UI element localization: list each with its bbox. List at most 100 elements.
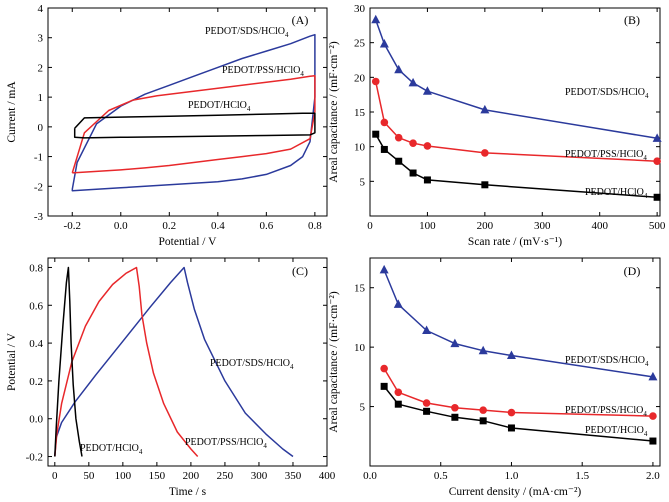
x-tick-label: 0.0 [363, 470, 377, 482]
data-point-triangle [393, 299, 403, 308]
x-axis-label: Potential / V [159, 236, 218, 248]
y-tick-label: 0.8 [29, 262, 43, 274]
data-point-triangle [648, 371, 658, 381]
series-label: PEDOT/HClO4 [188, 100, 251, 113]
series-label: PEDOT/PSS/HClO4 [565, 149, 647, 162]
x-tick-label: 2.0 [646, 470, 660, 482]
x-tick-label: 200 [477, 220, 494, 232]
series-label: PEDOT/SDS/HClO4 [210, 358, 294, 371]
chart-panel-c: 0 50 100 150 200 250 300 350 400 -0.2 0.0 0.2 0.4 0.6… [6, 257, 336, 498]
series-line-2 [73, 112, 316, 139]
x-tick-label: 0.2 [162, 220, 176, 232]
series-label: PEDOT/HClO4 [585, 187, 648, 200]
series-label: PEDOT/PSS/HClO4 [222, 65, 304, 78]
series-label: PEDOT/HClO4 [585, 425, 648, 438]
x-tick-label: 0.6 [259, 220, 273, 232]
x-tick-label: 350 [285, 470, 302, 482]
data-point-circle [507, 408, 516, 417]
y-tick-label: 5 [360, 176, 366, 188]
series-label: PEDOT/SDS/HClO4 [565, 87, 649, 100]
y-tick-label: 15 [354, 107, 366, 119]
data-point-circle [394, 388, 403, 397]
y-tick-label: -2 [34, 181, 43, 193]
data-point-square [380, 382, 388, 390]
panel-label: (B) [624, 13, 640, 27]
y-tick-label: 1 [38, 92, 44, 104]
chart-panel-d: 0.0 0.5 1.0 1.5 2.0 5 10 15 Current density / (m… [328, 257, 661, 498]
y-tick-label: 0.6 [29, 300, 43, 312]
data-point-triangle [394, 64, 404, 74]
x-tick-label: 400 [591, 220, 608, 232]
x-tick-label: 300 [534, 220, 551, 232]
series-label: PEDOT/SDS/HClO4 [565, 355, 649, 368]
data-point-square [380, 145, 388, 153]
panel-label: (C) [292, 264, 308, 278]
chart-panel-b: 0 100 200 300 400 500 5 10 15 20 25 30 Scan rate / (… [328, 3, 666, 248]
x-tick-label: 300 [251, 470, 268, 482]
data-point-circle [479, 406, 487, 414]
data-point-circle [371, 77, 380, 86]
x-tick-label: 200 [183, 470, 200, 482]
data-point-circle [422, 399, 431, 407]
data-point-circle [653, 157, 661, 166]
series-label: PEDOT/PSS/HClO4 [185, 437, 267, 450]
x-tick-label: 1.0 [505, 470, 519, 482]
y-tick-label: 5 [360, 402, 366, 414]
data-point-circle [481, 149, 489, 157]
x-tick-label: 100 [115, 470, 132, 482]
data-point-square [395, 157, 403, 165]
data-point-square [653, 193, 661, 201]
data-point-square [649, 437, 657, 445]
y-tick-label: 3 [38, 33, 44, 45]
data-point-triangle [422, 86, 432, 95]
x-tick-label: 0.4 [211, 220, 225, 232]
x-axis-label: Time / s [169, 486, 207, 498]
y-tick-label: 30 [354, 3, 366, 15]
data-point-triangle [408, 77, 418, 87]
data-point-square [409, 169, 417, 177]
series-label: PEDOT/SDS/HClO4 [205, 26, 289, 39]
data-point-circle [451, 403, 459, 412]
y-tick-label: 4 [38, 3, 44, 15]
data-point-square [451, 413, 459, 421]
data-point-square [423, 176, 431, 184]
x-tick-label: 1.5 [575, 470, 589, 482]
y-tick-label: 15 [354, 283, 366, 295]
series-line-1 [71, 74, 316, 174]
chart-panel-a: -0.2 0.0 0.2 0.4 0.6 0.8 -3 -2 -1 0 1 2 3 4 Potential … [6, 3, 328, 248]
y-tick-label: -0.2 [26, 452, 43, 464]
data-point-square [481, 181, 489, 189]
data-point-square [372, 130, 380, 138]
data-point-square [423, 407, 431, 415]
data-point-triangle [506, 350, 516, 359]
x-tick-label: -0.2 [64, 220, 81, 232]
y-tick-label: -1 [34, 152, 43, 164]
data-point-square [507, 424, 515, 432]
y-tick-label: 0.4 [29, 338, 43, 350]
y-tick-label: 0 [38, 122, 44, 134]
data-point-square [479, 417, 487, 425]
data-point-triangle [450, 338, 460, 348]
x-tick-label: 500 [649, 220, 666, 232]
y-axis-label: Areal capacitance / (mF·cm⁻²) [328, 41, 340, 183]
y-tick-label: 20 [354, 72, 366, 84]
data-point-triangle [379, 264, 389, 274]
data-point-circle [380, 364, 388, 373]
series-line-2 [54, 266, 83, 457]
y-axis-label: Areal capacitance / (mF·cm⁻²) [328, 291, 340, 433]
x-tick-label: 250 [217, 470, 234, 482]
plot-frame [47, 7, 328, 217]
data-point-triangle [371, 14, 381, 24]
data-point-triangle [480, 104, 490, 114]
series-line-0 [71, 33, 316, 192]
x-tick-label: 100 [419, 220, 436, 232]
data-point-circle [423, 142, 432, 150]
plot-frame [369, 257, 661, 467]
y-tick-label: 10 [354, 342, 366, 354]
data-point-circle [409, 139, 417, 147]
plot-frame [369, 7, 661, 217]
data-point-triangle [379, 39, 389, 48]
x-tick-label: 50 [83, 470, 95, 482]
data-point-triangle [422, 325, 432, 335]
